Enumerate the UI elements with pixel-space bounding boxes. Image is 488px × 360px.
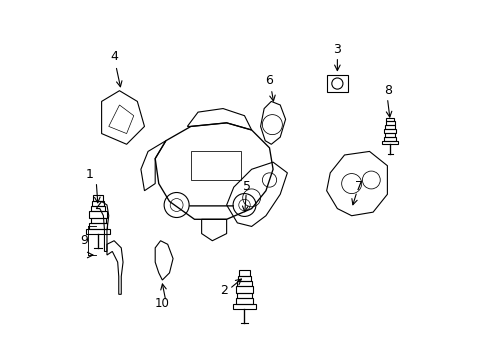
Text: 2: 2: [220, 284, 227, 297]
Text: 8: 8: [383, 84, 391, 96]
Text: 9: 9: [80, 234, 88, 247]
Text: 6: 6: [264, 74, 272, 87]
Text: 3: 3: [332, 43, 340, 56]
Text: 1: 1: [85, 168, 93, 181]
Text: 5: 5: [242, 180, 250, 193]
Text: 4: 4: [110, 50, 118, 63]
Text: 10: 10: [154, 297, 169, 310]
Text: 7: 7: [354, 180, 363, 193]
